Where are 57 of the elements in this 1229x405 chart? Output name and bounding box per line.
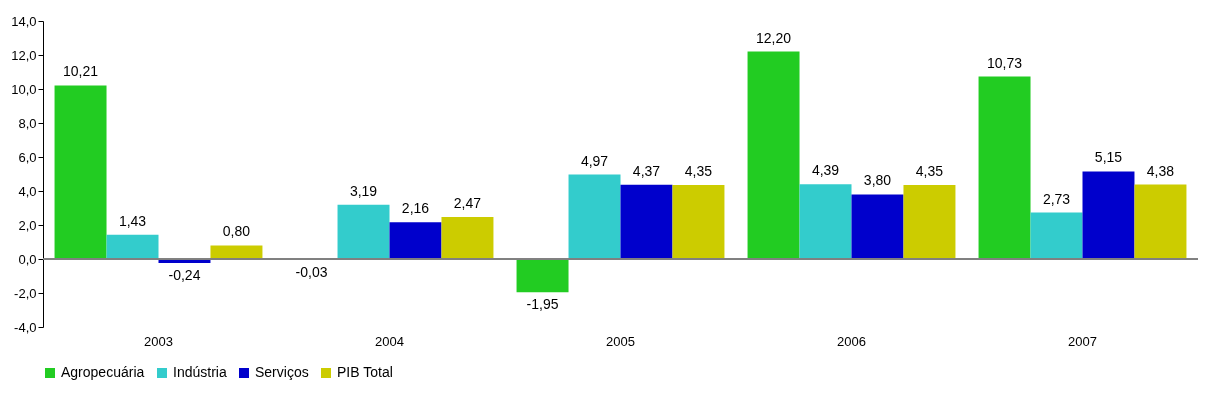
data-label: 2,47: [453, 195, 482, 212]
data-label: 4,37: [632, 162, 661, 179]
x-tick-label: 2004: [375, 333, 404, 349]
y-tick-label: -4,0: [14, 319, 37, 335]
bar: [568, 174, 621, 259]
x-tick-label: 2005: [606, 333, 635, 349]
data-label: 2,16: [401, 200, 430, 217]
bar: [54, 85, 107, 259]
bar: [337, 204, 390, 259]
data-label: -0,03: [295, 263, 328, 280]
data-label: 5,15: [1094, 149, 1123, 166]
y-tick-label: 10,0: [11, 81, 37, 97]
bar: [389, 222, 442, 259]
bar: [1134, 184, 1187, 259]
bar: [441, 217, 494, 259]
data-label: 4,97: [580, 152, 609, 169]
y-tick-label: 2,0: [18, 217, 37, 233]
y-tick-label: 6,0: [18, 149, 37, 165]
data-label: 10,73: [987, 54, 1023, 71]
data-label: 4,35: [684, 163, 713, 180]
bar: [516, 259, 569, 293]
y-tick-label: 0,0: [18, 251, 37, 267]
x-tick-label: 2003: [144, 333, 173, 349]
data-label: 2,73: [1042, 190, 1071, 207]
data-label: 0,80: [222, 223, 251, 240]
legend-label: Serviços: [255, 364, 309, 380]
data-label: 10,21: [63, 63, 99, 80]
data-label: 12,20: [756, 29, 792, 46]
data-label: -1,95: [526, 296, 559, 313]
data-label: -0,24: [168, 267, 201, 284]
bar: [747, 51, 800, 259]
y-tick-label: 14,0: [11, 13, 37, 29]
bar: [210, 245, 263, 259]
bar: [978, 76, 1031, 259]
y-tick-label: 8,0: [18, 115, 37, 131]
y-tick-label: 4,0: [18, 183, 37, 199]
bar: [903, 185, 956, 259]
bar: [1082, 171, 1135, 259]
data-label: 4,38: [1146, 162, 1175, 179]
y-tick-label: -2,0: [14, 285, 37, 301]
bar: [1030, 212, 1083, 259]
bar: [106, 234, 159, 259]
bar: [799, 184, 852, 259]
bar: [620, 184, 673, 259]
bar: [672, 185, 725, 259]
bar: [851, 194, 904, 259]
data-label: 3,80: [863, 172, 892, 189]
x-tick-label: 2007: [1068, 333, 1097, 349]
data-label: 4,39: [811, 162, 840, 179]
legend-label: Agropecuária: [61, 364, 145, 380]
legend-label: Indústria: [173, 364, 227, 380]
data-label: 3,19: [349, 182, 378, 199]
y-tick-label: 12,0: [11, 47, 37, 63]
data-label: 1,43: [118, 212, 147, 229]
x-tick-label: 2006: [837, 333, 866, 349]
legend-label: PIB Total: [337, 364, 393, 380]
data-label: 4,35: [915, 163, 944, 180]
